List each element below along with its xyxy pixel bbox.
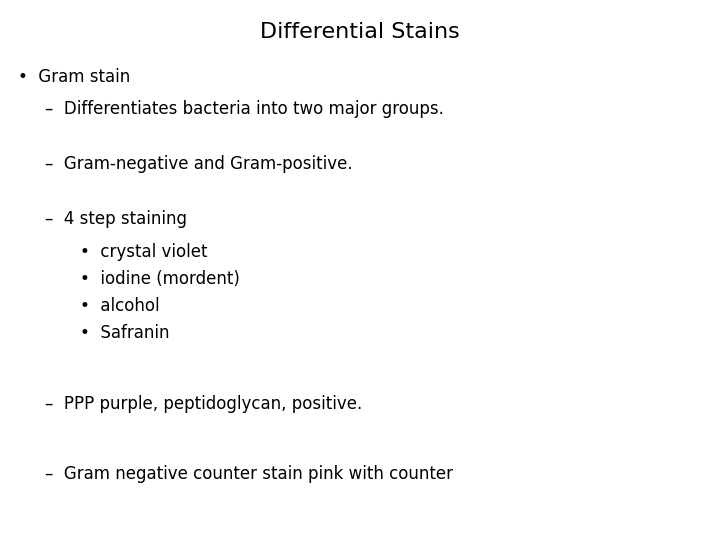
Text: Differential Stains: Differential Stains [260, 22, 460, 42]
Text: •  Gram stain: • Gram stain [18, 68, 130, 86]
Text: –  4 step staining: – 4 step staining [45, 210, 187, 228]
Text: –  Gram-negative and Gram-positive.: – Gram-negative and Gram-positive. [45, 155, 353, 173]
Text: •  crystal violet: • crystal violet [80, 243, 207, 261]
Text: •  iodine (mordent): • iodine (mordent) [80, 270, 240, 288]
Text: –  Gram negative counter stain pink with counter: – Gram negative counter stain pink with … [45, 465, 453, 483]
Text: –  Differentiates bacteria into two major groups.: – Differentiates bacteria into two major… [45, 100, 444, 118]
Text: –  PPP purple, peptidoglycan, positive.: – PPP purple, peptidoglycan, positive. [45, 395, 362, 413]
Text: •  Safranin: • Safranin [80, 324, 169, 342]
Text: •  alcohol: • alcohol [80, 297, 160, 315]
